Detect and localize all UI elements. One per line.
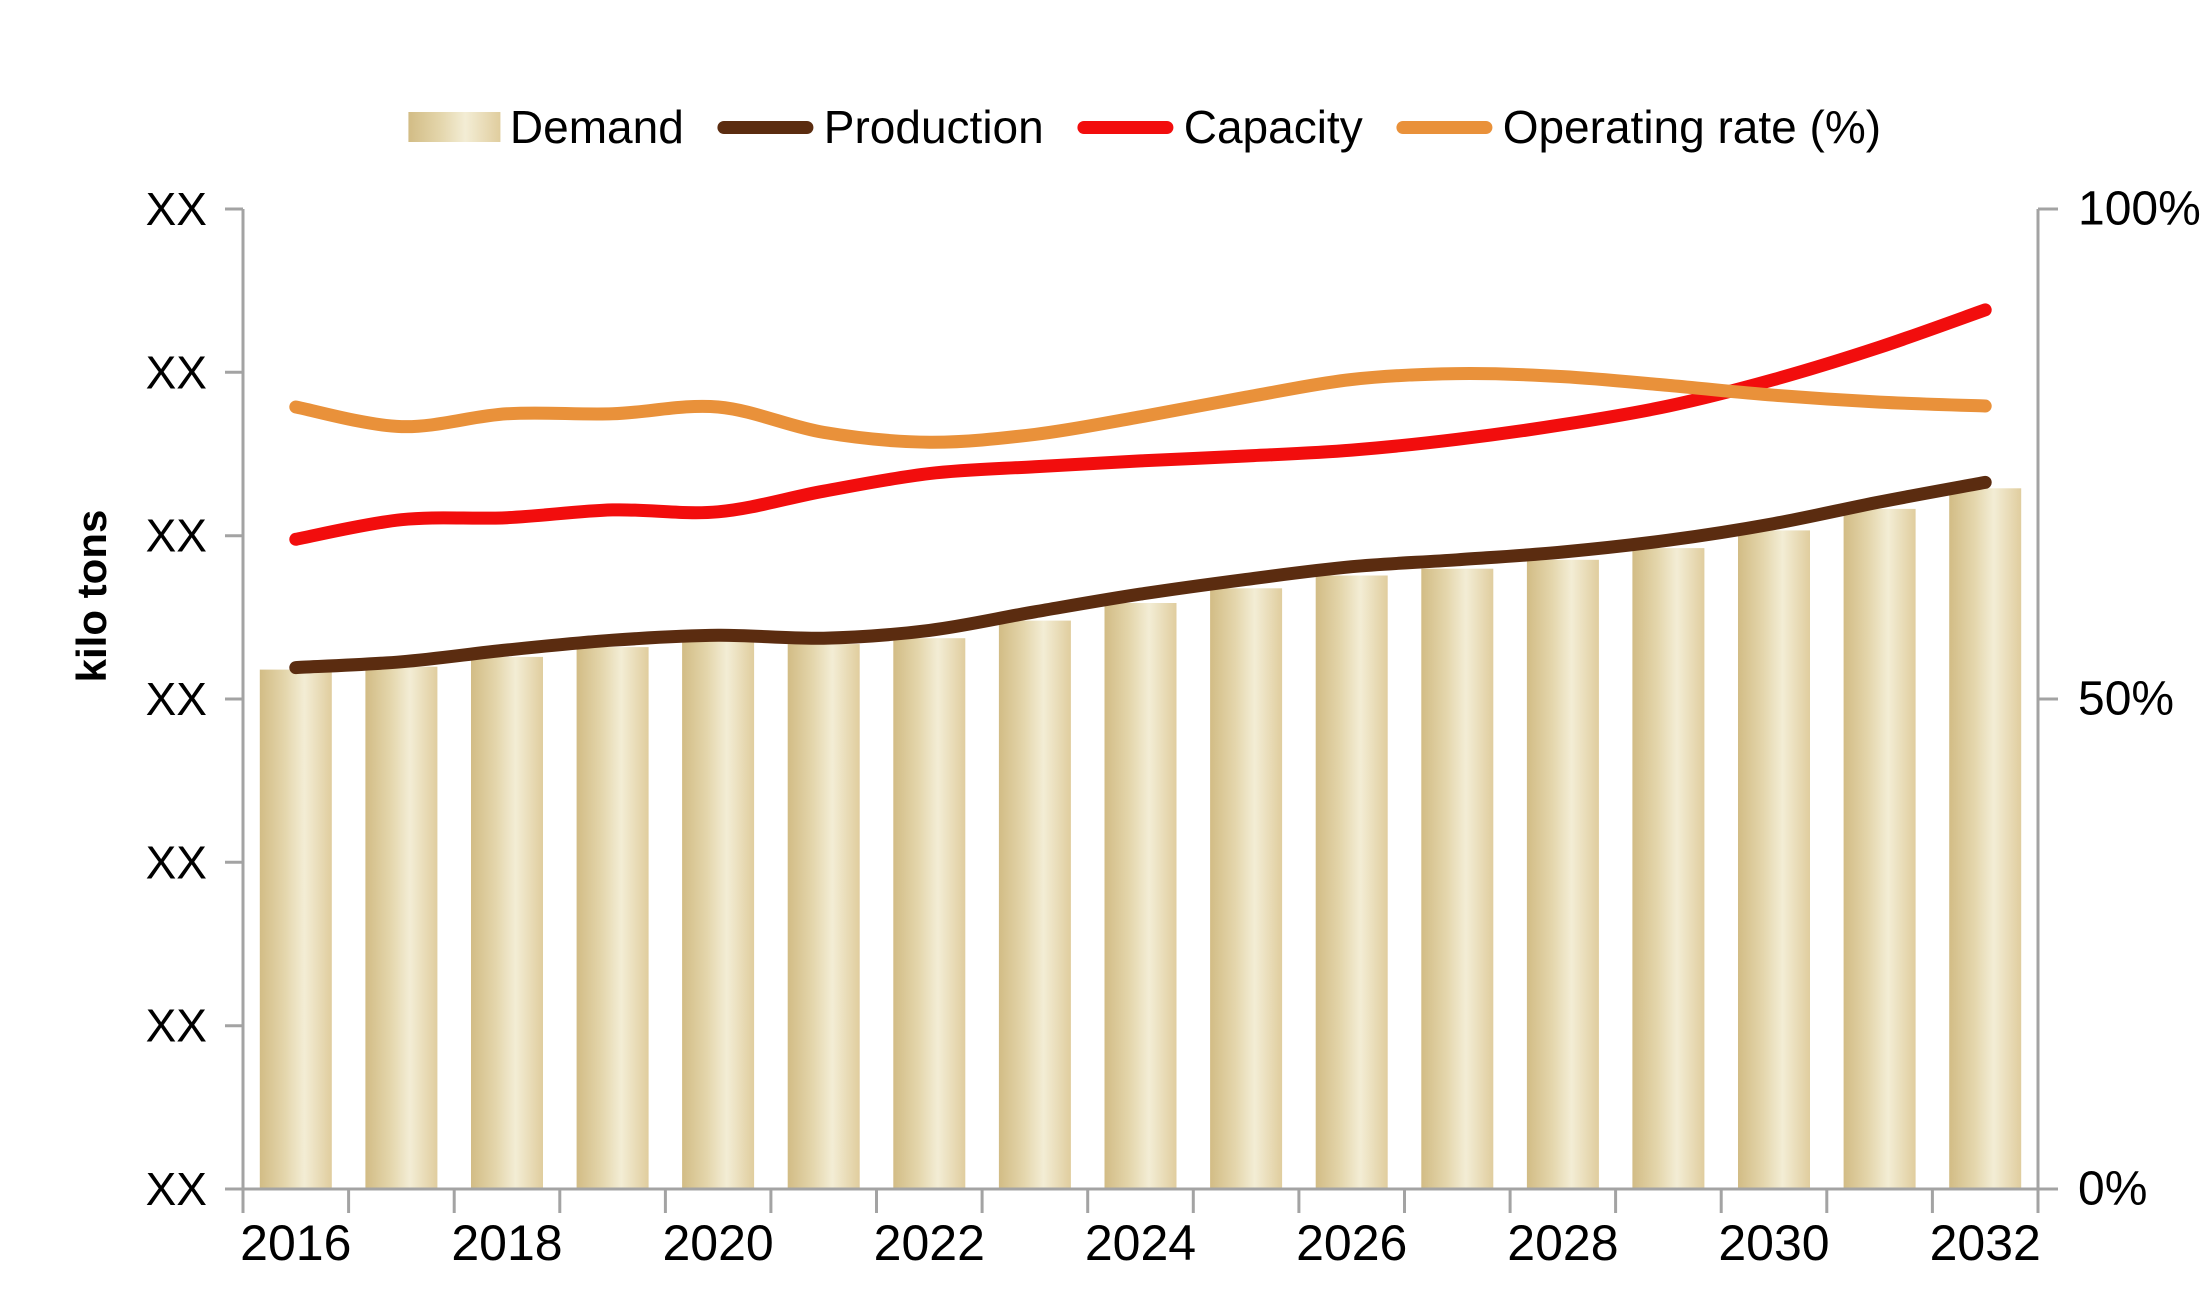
legend-item-operating-rate: Operating rate (%) <box>1396 101 1882 153</box>
left-axis-tick-label: XX <box>146 183 207 235</box>
line-capacity <box>289 303 1992 546</box>
production-line-swatch-icon <box>717 120 814 134</box>
left-axis-tick-label: XX <box>146 673 207 725</box>
bar-demand-2017 <box>365 666 438 1189</box>
bar-demand-2016 <box>259 669 332 1189</box>
bar-demand-2024 <box>1104 603 1177 1189</box>
left-axis-tick-label: XX <box>146 510 207 562</box>
legend-label-operating-rate: Operating rate (%) <box>1502 101 1882 153</box>
bar-demand-2020 <box>682 640 755 1189</box>
right-axis-tick-label: 0% <box>2078 1163 2147 1216</box>
operating-rate-line-swatch-icon <box>1396 120 1493 134</box>
bar-demand-2031 <box>1843 508 1916 1189</box>
x-axis-year-label: 2026 <box>1296 1215 1407 1271</box>
bar-demand-2019 <box>576 647 649 1189</box>
bar-demand-2032 <box>1949 488 2022 1189</box>
legend-item-capacity: Capacity <box>1077 101 1363 153</box>
line-production <box>289 475 1992 675</box>
left-axis-tick-label: XX <box>146 836 207 888</box>
bar-demand-2018 <box>471 656 543 1189</box>
bar-demand-2027 <box>1421 568 1494 1189</box>
bar-demand-2026 <box>1315 575 1388 1189</box>
line-operating-rate <box>289 367 1992 449</box>
legend-item-production: Production <box>717 101 1044 153</box>
x-axis-year-label: 2024 <box>1085 1215 1196 1271</box>
left-axis-tick-label: XX <box>146 346 207 398</box>
legend-label-demand: Demand <box>509 101 684 153</box>
bar-demand-2022 <box>893 638 966 1189</box>
x-axis-year-label: 2018 <box>451 1215 562 1271</box>
capacity-line-swatch-icon <box>1077 120 1174 134</box>
legend-label-capacity: Capacity <box>1183 101 1363 153</box>
left-axis-tick-label: XX <box>146 1000 207 1052</box>
bar-demand-2029 <box>1632 548 1705 1189</box>
legend-item-demand: Demand <box>407 101 684 153</box>
bar-demand-2025 <box>1210 588 1283 1189</box>
x-axis-year-label: 2028 <box>1507 1215 1618 1271</box>
demand-bar-swatch-icon <box>407 112 500 142</box>
x-axis-year-label: 2016 <box>240 1215 351 1271</box>
x-axis-year-label: 2032 <box>1930 1215 2041 1271</box>
right-axis-tick-label: 50% <box>2078 673 2174 726</box>
legend-label-production: Production <box>823 101 1044 153</box>
bar-demand-2021 <box>787 644 860 1189</box>
x-axis-year-label: 2030 <box>1718 1215 1829 1271</box>
bar-demand-2023 <box>998 620 1071 1189</box>
right-axis-tick-label: 100% <box>2078 183 2201 236</box>
x-axis-year-label: 2020 <box>662 1215 773 1271</box>
bar-demand-2030 <box>1738 530 1810 1189</box>
bar-demand-2028 <box>1526 559 1599 1189</box>
legend: Demand Production Capacity Operating rat… <box>407 101 1882 153</box>
x-axis-year-label: 2022 <box>874 1215 985 1271</box>
left-axis-tick-label: XX <box>146 1163 207 1215</box>
